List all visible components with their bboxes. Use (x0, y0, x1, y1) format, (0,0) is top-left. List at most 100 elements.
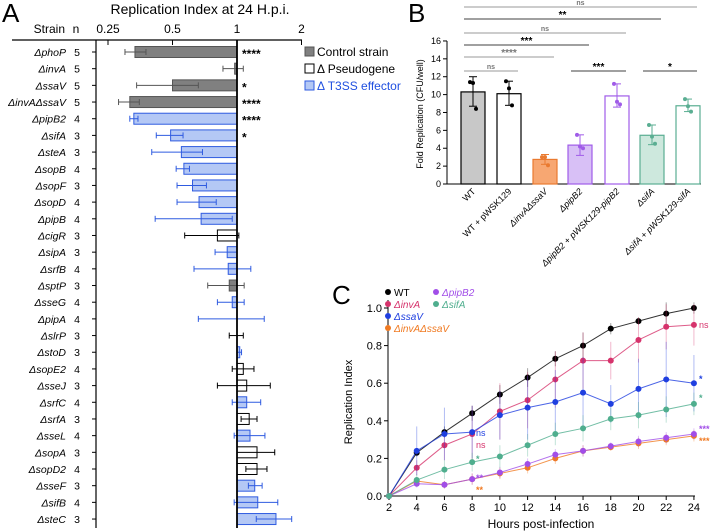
significance-8h: ns (476, 428, 486, 438)
data-point (690, 305, 697, 311)
chart-b-ylabel: Fold Replication (CFU/well) (415, 59, 425, 169)
data-point (689, 109, 693, 114)
series-line (388, 403, 695, 497)
chart-c-ylabel: Replication Index (343, 359, 355, 444)
legend-label: ΔpipB2 (441, 288, 475, 299)
n-label: 3 (74, 347, 80, 359)
x-tick-label: 2 (298, 22, 305, 36)
data-point (663, 406, 670, 413)
comparison-label: ns (487, 64, 495, 71)
y-tick-label: 6 (436, 125, 441, 135)
strain-label: ΔsifA (40, 130, 66, 142)
data-point (581, 146, 585, 151)
x-tick-label: 0.5 (164, 22, 181, 36)
x-tick-label: ΔsifA (634, 186, 657, 209)
data-point (552, 355, 559, 362)
y-tick-label: 1.0 (367, 303, 382, 315)
x-tick-label: 18 (605, 502, 617, 514)
bar (496, 93, 522, 185)
data-point (496, 453, 503, 460)
data-point (540, 155, 544, 160)
y-tick-label: 0.2 (367, 453, 382, 465)
series-line (388, 433, 694, 497)
chart-c: 0.00.20.40.60.81.02 4 6 8 10 12 14 16 18 20 22 24ns… (367, 288, 710, 514)
comparison-label: *** (593, 62, 605, 73)
comparison-label: ns (576, 0, 584, 7)
significance-8h: * (476, 454, 480, 464)
significance-8h: ** (476, 473, 484, 483)
y-tick-label: 0.8 (367, 341, 382, 353)
data-point (413, 477, 420, 484)
n-label: 3 (74, 230, 80, 242)
data-point (441, 430, 448, 437)
x-tick-label: 6 (441, 502, 447, 514)
strain-label: ΔinvAΔssaV (7, 97, 67, 109)
comparison-label: *** (521, 36, 533, 47)
chart-c-xlabel: Hours post-infection (488, 517, 595, 531)
series-2 (386, 341, 697, 499)
x-tick-label: 0.25 (96, 22, 120, 36)
significance-24h: *** (699, 436, 710, 446)
data-point (663, 376, 670, 383)
n-label: 4 (74, 197, 80, 209)
legend-label: Δ Pseudogene (317, 62, 395, 76)
data-point (552, 430, 559, 437)
strain-row: ΔsifB 4 (40, 496, 279, 509)
x-tick-label: 20 (632, 502, 644, 514)
legend-swatch (304, 63, 315, 74)
strain-row: ΔinvAΔssaV 5 **** (7, 96, 261, 111)
strain-row: ΔsifA 3 * (40, 129, 247, 144)
data-point (580, 357, 587, 364)
strain-row: ΔsseG 4 (33, 296, 245, 309)
n-label: 3 (74, 281, 80, 293)
strain-row: ΔsseF 3 (35, 479, 263, 493)
comparison-label: ns (541, 26, 549, 33)
strain-row: ΔsopF 3 (35, 179, 238, 192)
n-label: 5 (74, 97, 80, 109)
n-label: 3 (74, 180, 80, 192)
n-label: 4 (74, 464, 80, 476)
bar (532, 158, 558, 185)
data-point (618, 102, 622, 107)
x-tick-label: ΔsifA + pWSK129-sifA (621, 186, 692, 257)
strain-row: ΔsseL 4 (36, 429, 266, 443)
strain-label: ΔsopA (34, 447, 66, 459)
strain-label: ΔsseJ (36, 381, 66, 393)
n-label: 4 (74, 314, 80, 326)
x-tick-label: 12 (521, 502, 533, 514)
strain-row: ΔsrfB 4 (39, 262, 252, 276)
legend-label: WT (394, 288, 410, 299)
strain-label: ΔpipB2 (31, 114, 66, 126)
data-point (507, 86, 511, 91)
x-tick-label: 8 (469, 502, 475, 514)
n-label: 5 (74, 47, 80, 59)
significance-label: **** (242, 97, 261, 111)
data-point (469, 410, 476, 417)
comparison-label: **** (501, 48, 517, 59)
data-point (580, 447, 587, 454)
legend-marker (385, 325, 391, 331)
data-point (496, 412, 503, 419)
strain-row: ΔsopB 4 (34, 162, 238, 176)
strain-label: ΔsopB (34, 164, 66, 176)
data-point (441, 466, 448, 473)
data-point (575, 132, 579, 137)
data-point (441, 442, 448, 449)
legend-marker (433, 289, 439, 295)
significance-24h: *** (699, 424, 710, 434)
bar (183, 162, 238, 175)
data-point (496, 469, 503, 476)
strain-row: ΔpipA 4 (37, 314, 265, 326)
strain-label: ΔsopD2 (28, 464, 67, 476)
x-tick-label: ΔpipB2 + pWSK129-pipB2 (539, 186, 622, 269)
n-label: 3 (74, 481, 80, 493)
legend-label: ΔsifA (441, 300, 466, 311)
n-label: 4 (74, 497, 80, 509)
data-point (607, 443, 614, 450)
n-label: 3 (74, 381, 80, 393)
significance-label: * (242, 80, 247, 94)
strain-label: ΔsteC (36, 514, 66, 526)
data-point (615, 99, 619, 104)
strain-row: ΔphoP 5 **** (33, 46, 261, 61)
strain-row: ΔsteA 3 (37, 146, 238, 159)
